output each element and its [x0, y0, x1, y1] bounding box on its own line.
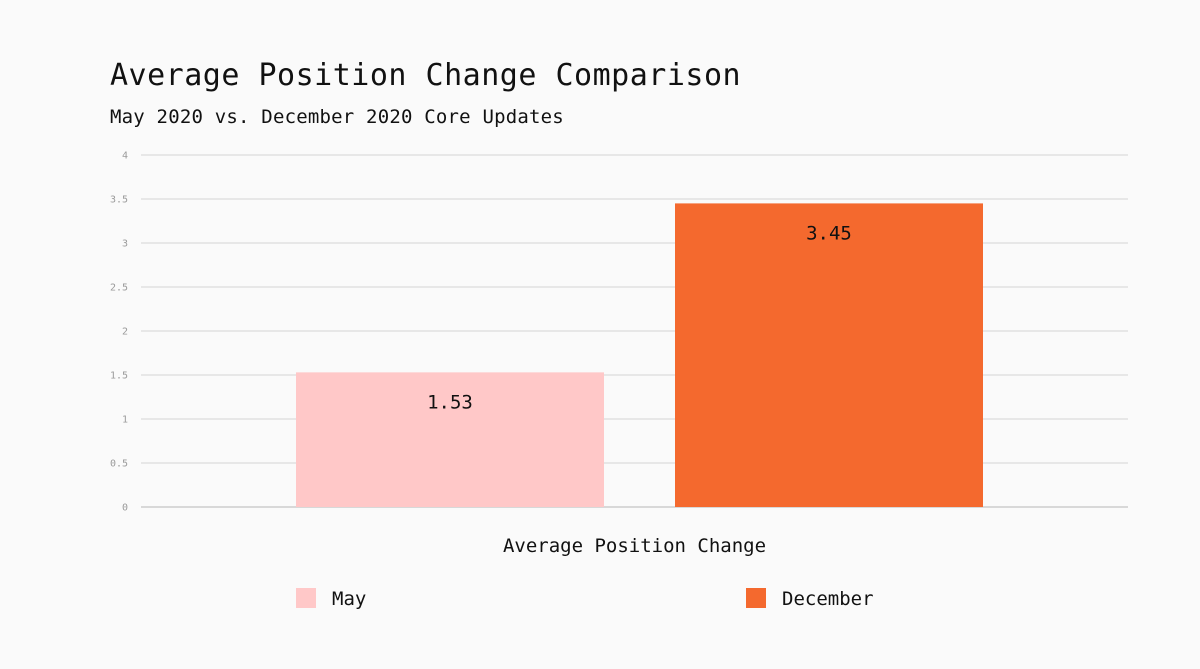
y-tick-label: 3.5	[110, 195, 128, 206]
bar-december	[675, 203, 983, 507]
bar-may	[296, 372, 604, 507]
chart-subtitle: May 2020 vs. December 2020 Core Updates	[110, 106, 564, 128]
y-tick-label: 2.5	[110, 283, 128, 294]
y-tick-label: 1	[122, 415, 128, 426]
chart-title: Average Position Change Comparison	[110, 58, 742, 93]
x-axis-label: Average Position Change	[503, 535, 766, 557]
y-tick-label: 0	[122, 503, 128, 514]
data-label: 1.53	[427, 391, 473, 413]
legend-label: May	[332, 588, 366, 610]
y-tick-label: 2	[122, 327, 128, 338]
y-tick-label: 4	[122, 151, 128, 162]
y-tick-label: 1.5	[110, 371, 128, 382]
legend-swatch	[746, 588, 766, 608]
y-tick-label: 0.5	[110, 459, 128, 470]
y-tick-label: 3	[122, 239, 128, 250]
legend-swatch	[296, 588, 316, 608]
legend-label: December	[782, 588, 874, 610]
data-label: 3.45	[806, 222, 852, 244]
